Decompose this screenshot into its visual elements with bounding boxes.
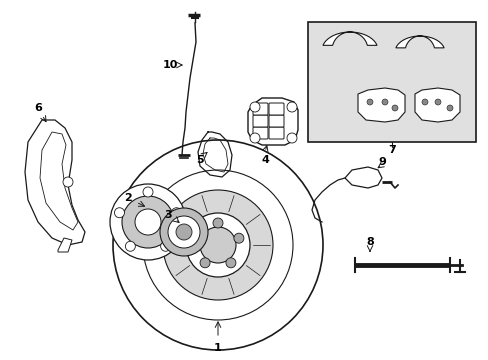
FancyBboxPatch shape [252,127,267,139]
Text: 4: 4 [261,155,268,165]
Circle shape [122,196,174,248]
FancyBboxPatch shape [252,115,267,127]
Circle shape [434,99,440,105]
Circle shape [225,258,235,268]
Circle shape [110,184,185,260]
FancyBboxPatch shape [268,115,284,127]
Polygon shape [345,167,381,188]
Polygon shape [322,32,376,45]
Polygon shape [395,36,443,48]
Text: 7: 7 [387,145,395,155]
Circle shape [163,190,272,300]
Text: 10: 10 [162,60,177,70]
Circle shape [135,209,161,235]
Text: 3: 3 [164,210,171,220]
Circle shape [125,241,135,251]
Circle shape [171,208,181,218]
FancyBboxPatch shape [268,127,284,139]
Circle shape [286,133,296,143]
Polygon shape [357,88,404,122]
Circle shape [200,258,210,268]
Circle shape [63,177,73,187]
Circle shape [391,105,397,111]
Text: 1: 1 [214,343,222,353]
Circle shape [249,102,260,112]
Polygon shape [58,238,72,252]
Text: 2: 2 [124,193,132,203]
FancyBboxPatch shape [268,103,284,115]
Circle shape [168,216,200,248]
Text: 8: 8 [366,237,373,247]
Circle shape [249,133,260,143]
Circle shape [142,170,292,320]
Circle shape [381,99,387,105]
Circle shape [114,208,124,218]
Circle shape [200,227,236,263]
Circle shape [142,187,153,197]
Circle shape [176,224,192,240]
Text: 6: 6 [34,103,42,113]
Polygon shape [247,98,297,145]
Circle shape [366,99,372,105]
Circle shape [185,213,249,277]
FancyBboxPatch shape [252,103,267,115]
Text: 5: 5 [196,155,203,165]
Polygon shape [25,120,85,245]
Circle shape [160,241,170,251]
FancyBboxPatch shape [307,22,475,142]
Circle shape [192,233,202,243]
Circle shape [286,102,296,112]
Polygon shape [414,88,459,122]
Circle shape [446,105,452,111]
Circle shape [213,218,223,228]
Circle shape [421,99,427,105]
Circle shape [233,233,244,243]
Circle shape [113,140,323,350]
Circle shape [160,208,207,256]
Text: 9: 9 [377,157,385,167]
Polygon shape [40,132,78,230]
